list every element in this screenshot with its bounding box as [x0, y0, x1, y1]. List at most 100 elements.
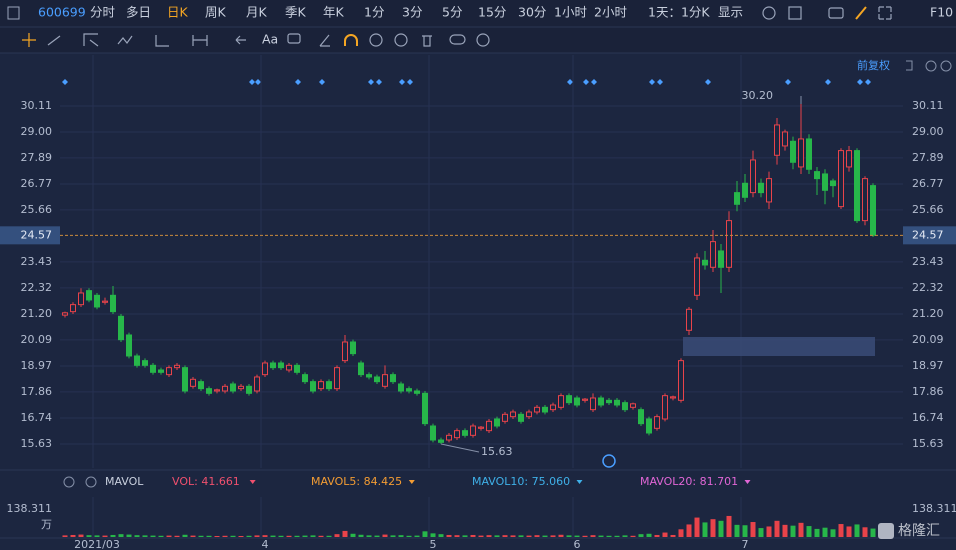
event-marker[interactable]: [705, 79, 711, 85]
period-tab[interactable]: 1小时: [554, 5, 587, 20]
event-marker[interactable]: [649, 79, 655, 85]
tool-settings[interactable]: [476, 33, 490, 47]
indicator-settings[interactable]: [63, 476, 75, 488]
y-tick-label: 25.66: [912, 203, 944, 216]
range-tool[interactable]: [192, 35, 208, 46]
line-tool[interactable]: [47, 35, 61, 46]
legend-caret[interactable]: [249, 480, 256, 484]
candle-body: [798, 138, 804, 168]
volume-bar: [862, 527, 868, 537]
event-marker[interactable]: [295, 79, 301, 85]
period-tab[interactable]: 5分: [442, 5, 462, 20]
indicator-close[interactable]: [85, 476, 97, 488]
event-marker[interactable]: [249, 79, 255, 85]
toggle-tool[interactable]: [449, 34, 466, 45]
volume-bar: [846, 526, 852, 537]
volume-bar: [486, 535, 492, 537]
display-select[interactable]: 显示: [718, 5, 743, 20]
period-tab[interactable]: 年K: [323, 5, 345, 20]
zoom-in[interactable]: [940, 60, 952, 72]
sidebar-toggle[interactable]: [7, 6, 20, 20]
volume-bar: [758, 528, 764, 537]
period-tab[interactable]: 日K: [167, 5, 189, 20]
y-tick-label: 29.00: [912, 125, 944, 138]
angle-tool[interactable]: [319, 34, 330, 47]
volume-bar: [294, 535, 300, 537]
fullscreen-icon[interactable]: [878, 6, 892, 20]
event-marker[interactable]: [857, 79, 863, 85]
event-marker[interactable]: [376, 79, 382, 85]
event-marker[interactable]: [255, 79, 261, 85]
legend-caret[interactable]: [408, 480, 415, 484]
text-tool[interactable]: Aa: [262, 32, 278, 47]
hide-tool[interactable]: [394, 33, 408, 47]
event-icon[interactable]: [602, 454, 616, 468]
y-tick-label: 18.97: [912, 359, 944, 372]
period-tab[interactable]: 季K: [285, 5, 307, 20]
event-marker[interactable]: [62, 79, 68, 85]
legend-caret[interactable]: [576, 480, 583, 484]
volume-bar: [518, 535, 524, 537]
zoom-out[interactable]: [925, 60, 937, 72]
event-marker[interactable]: [407, 79, 413, 85]
volume-bar: [342, 530, 348, 537]
f10-button[interactable]: F10: [930, 5, 953, 20]
event-marker[interactable]: [319, 79, 325, 85]
period-tab[interactable]: 多日: [126, 5, 151, 20]
delete-tool[interactable]: [422, 35, 432, 47]
interval-select[interactable]: 1天：1分K: [648, 5, 710, 20]
measure-tool[interactable]: [155, 35, 169, 47]
period-tab[interactable]: 周K: [205, 5, 227, 20]
volume-bar: [174, 535, 180, 537]
volume-bar: [214, 535, 220, 537]
wave-tool[interactable]: [117, 35, 133, 45]
adjustment-toggle[interactable]: 前复权: [857, 58, 890, 72]
period-tab[interactable]: 3分: [402, 5, 422, 20]
note-tool[interactable]: [287, 33, 301, 44]
candle-body: [406, 388, 412, 392]
volume-bar: [94, 535, 100, 537]
lock-tool[interactable]: [369, 33, 383, 47]
legend-caret[interactable]: [744, 480, 751, 484]
period-tab[interactable]: 15分: [478, 5, 506, 20]
event-marker[interactable]: [825, 79, 831, 85]
event-marker[interactable]: [368, 79, 374, 85]
watermark: 格隆汇: [898, 523, 940, 539]
candle-body: [342, 341, 348, 362]
candle-body: [726, 220, 732, 268]
move-tool[interactable]: [22, 33, 36, 47]
reset-icon[interactable]: [906, 60, 913, 71]
event-marker[interactable]: [591, 79, 597, 85]
candle-body: [118, 315, 124, 341]
event-marker[interactable]: [583, 79, 589, 85]
candle-body: [414, 390, 420, 394]
period-tab[interactable]: 2小时: [594, 5, 627, 20]
event-marker[interactable]: [399, 79, 405, 85]
channel-tool[interactable]: [83, 33, 99, 47]
period-tab[interactable]: 30分: [518, 5, 546, 20]
volume-bar: [462, 535, 468, 537]
settings-icon[interactable]: [762, 6, 776, 20]
event-marker[interactable]: [657, 79, 663, 85]
symbol[interactable]: 600699: [38, 5, 86, 20]
event-marker[interactable]: [785, 79, 791, 85]
period-tab[interactable]: 1分: [364, 5, 384, 20]
event-marker[interactable]: [567, 79, 573, 85]
camera-icon[interactable]: [828, 7, 844, 19]
arrow-tool[interactable]: [235, 35, 246, 45]
candle-body: [62, 312, 68, 316]
checkbox-icon[interactable]: [788, 6, 802, 20]
period-tab[interactable]: 分时: [90, 5, 116, 20]
period-tab[interactable]: 月K: [246, 5, 268, 20]
y-tick-label: 20.09: [21, 333, 53, 346]
volume-bar: [766, 526, 772, 537]
y-tick-label: 30.11: [21, 99, 53, 112]
y-tick-label: 27.89: [21, 151, 53, 164]
candle-body: [470, 425, 476, 436]
magnet-tool[interactable]: [344, 34, 358, 46]
pen-icon[interactable]: [855, 6, 867, 20]
volume-bar: [622, 535, 628, 537]
event-marker[interactable]: [865, 79, 871, 85]
candle-body: [166, 367, 172, 376]
